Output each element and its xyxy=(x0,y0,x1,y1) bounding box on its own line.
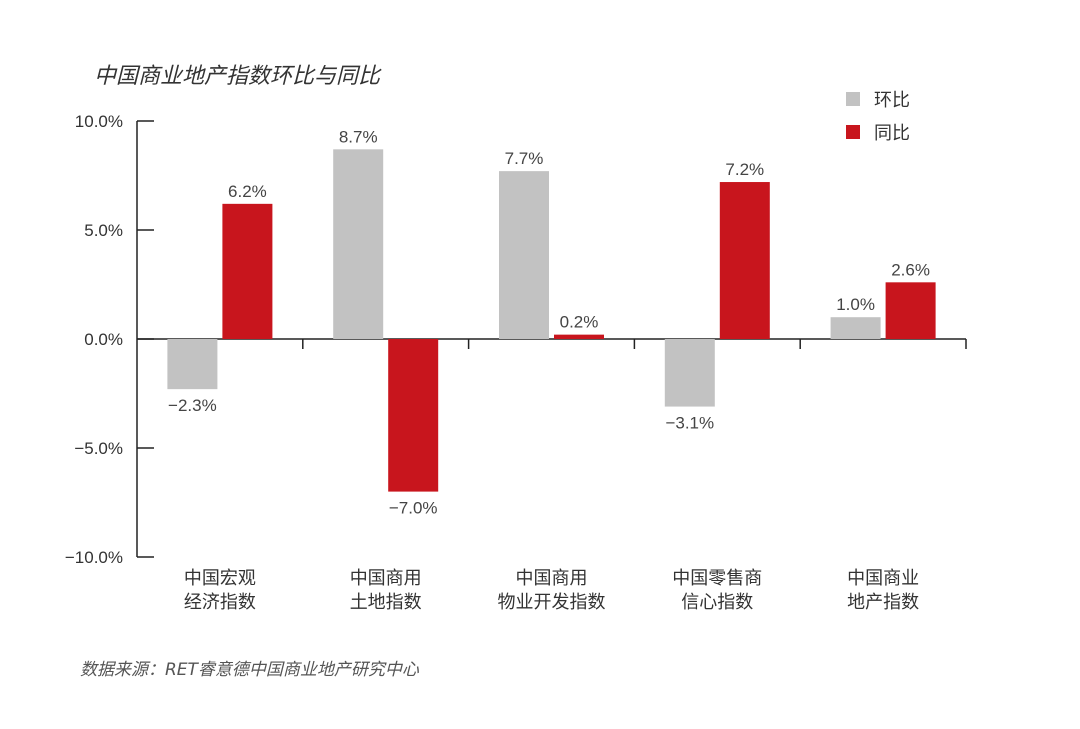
data-label: 8.7% xyxy=(339,127,378,146)
bar-huanbi xyxy=(664,339,715,407)
data-label: −3.1% xyxy=(665,414,714,433)
data-source-note: 数据来源：RET睿意德中国商业地产研究中心 xyxy=(80,660,419,680)
bar-tongbi xyxy=(719,182,770,339)
x-category-label: 信心指数 xyxy=(681,592,753,613)
data-label: 7.7% xyxy=(505,149,544,168)
y-tick-label: −10.0% xyxy=(65,548,123,567)
legend-label-huanbi: 环比 xyxy=(874,90,910,111)
bar-tongbi xyxy=(222,203,273,339)
data-label: −2.3% xyxy=(168,396,217,415)
y-tick-label: 10.0% xyxy=(75,112,123,131)
y-tick-label: 5.0% xyxy=(84,221,123,240)
x-category-label: 中国零售商 xyxy=(672,568,762,589)
legend: 环比 同比 xyxy=(846,86,910,152)
x-category-label: 经济指数 xyxy=(184,592,256,613)
bar-huanbi xyxy=(167,339,218,390)
chart-title: 中国商业地产指数环比与同比 xyxy=(94,64,381,89)
legend-swatch-tongbi xyxy=(846,125,860,139)
x-category-label: 中国商业 xyxy=(847,568,919,589)
data-label: 0.2% xyxy=(560,313,599,332)
data-label: −7.0% xyxy=(389,499,438,518)
x-category-label: 土地指数 xyxy=(350,592,422,613)
x-category-label: 地产指数 xyxy=(847,592,919,613)
x-category-label: 中国商用 xyxy=(350,568,422,589)
y-tick-label: −5.0% xyxy=(74,439,123,458)
legend-swatch-huanbi xyxy=(846,92,860,106)
bar-tongbi xyxy=(554,334,604,339)
data-label: 6.2% xyxy=(228,182,267,201)
legend-item-tongbi: 同比 xyxy=(846,119,910,145)
bar-tongbi xyxy=(388,339,439,492)
data-label: 2.6% xyxy=(891,260,930,279)
legend-item-huanbi: 环比 xyxy=(846,86,910,112)
bar-huanbi xyxy=(499,171,549,339)
x-category-label: 中国商用 xyxy=(516,568,588,589)
bar-tongbi xyxy=(885,282,936,339)
x-category-label: 物业开发指数 xyxy=(498,592,606,613)
bar-huanbi xyxy=(333,149,384,339)
y-tick-label: 0.0% xyxy=(84,330,123,349)
data-label: 7.2% xyxy=(725,160,764,179)
data-label: 1.0% xyxy=(836,295,875,314)
bar-huanbi xyxy=(830,317,881,339)
legend-label-tongbi: 同比 xyxy=(874,123,910,144)
x-category-label: 中国宏观 xyxy=(184,568,256,589)
